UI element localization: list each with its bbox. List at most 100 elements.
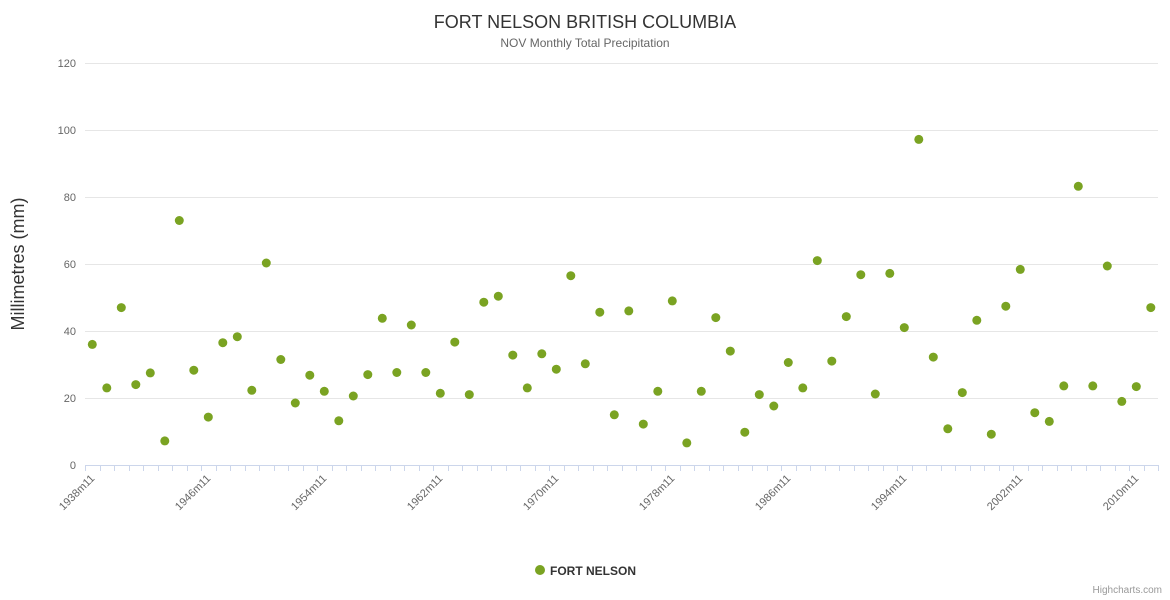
- data-point[interactable]: [145, 368, 155, 378]
- scatter-points: [87, 134, 1156, 448]
- data-point[interactable]: [392, 368, 402, 377]
- data-point[interactable]: [566, 271, 576, 281]
- x-axis-tick-label: 2002m11: [985, 473, 1025, 513]
- data-point[interactable]: [885, 268, 895, 278]
- data-point[interactable]: [290, 398, 300, 408]
- data-point[interactable]: [1059, 381, 1069, 391]
- data-point[interactable]: [972, 315, 982, 325]
- legend-marker-icon: [535, 565, 545, 575]
- data-point[interactable]: [725, 346, 735, 356]
- data-point[interactable]: [363, 370, 373, 380]
- data-point[interactable]: [899, 323, 909, 333]
- data-point[interactable]: [798, 383, 808, 393]
- data-point[interactable]: [160, 436, 170, 446]
- data-point[interactable]: [319, 386, 329, 396]
- x-axis-tick-label: 1946m11: [173, 473, 213, 513]
- data-point[interactable]: [928, 352, 938, 362]
- data-point[interactable]: [450, 337, 460, 347]
- data-point[interactable]: [1030, 408, 1040, 418]
- data-point[interactable]: [276, 355, 286, 364]
- data-point[interactable]: [870, 389, 880, 399]
- data-point[interactable]: [696, 386, 706, 396]
- data-point[interactable]: [537, 349, 547, 359]
- y-axis-tick-label: 20: [64, 393, 76, 405]
- data-point[interactable]: [653, 386, 663, 396]
- data-point[interactable]: [247, 385, 257, 395]
- data-point[interactable]: [1001, 301, 1011, 311]
- data-point[interactable]: [435, 388, 445, 398]
- data-point[interactable]: [1073, 181, 1083, 191]
- data-point[interactable]: [957, 388, 967, 398]
- data-point[interactable]: [102, 383, 112, 393]
- data-point[interactable]: [1015, 264, 1025, 274]
- data-point[interactable]: [783, 358, 793, 367]
- data-point[interactable]: [986, 429, 996, 439]
- x-axis-tick-label: 1962m11: [405, 473, 445, 513]
- x-axis-tick-label: 1978m11: [637, 473, 677, 513]
- data-point[interactable]: [740, 427, 750, 437]
- data-point[interactable]: [406, 320, 416, 330]
- data-point[interactable]: [595, 307, 605, 317]
- data-point[interactable]: [87, 339, 97, 349]
- data-point[interactable]: [551, 364, 561, 374]
- data-point[interactable]: [841, 312, 851, 322]
- data-point[interactable]: [609, 410, 619, 420]
- data-point[interactable]: [769, 401, 779, 411]
- data-point[interactable]: [232, 332, 242, 342]
- gridlines: [85, 63, 1158, 466]
- data-point[interactable]: [711, 313, 721, 323]
- data-point[interactable]: [508, 350, 518, 360]
- legend-item[interactable]: FORT NELSON: [535, 564, 636, 578]
- data-point[interactable]: [464, 390, 474, 400]
- data-point[interactable]: [682, 438, 692, 448]
- x-axis-tick-label: 1994m11: [869, 473, 909, 513]
- data-point[interactable]: [261, 258, 271, 268]
- data-point[interactable]: [812, 256, 822, 266]
- data-point[interactable]: [638, 419, 648, 429]
- data-point[interactable]: [348, 391, 358, 401]
- x-axis-tick-label: 1970m11: [521, 473, 561, 513]
- y-axis-title: Millimetres (mm): [8, 198, 28, 331]
- y-axis-tick-label: 40: [64, 326, 76, 338]
- data-point[interactable]: [624, 306, 634, 316]
- data-point[interactable]: [421, 368, 431, 377]
- data-point[interactable]: [203, 412, 213, 422]
- data-point[interactable]: [305, 370, 315, 380]
- data-point[interactable]: [522, 383, 532, 393]
- data-point[interactable]: [827, 356, 837, 366]
- data-point[interactable]: [1088, 381, 1098, 391]
- data-point[interactable]: [189, 365, 199, 375]
- data-point[interactable]: [754, 390, 764, 400]
- data-point[interactable]: [943, 424, 953, 434]
- data-point[interactable]: [218, 338, 228, 348]
- data-point[interactable]: [1146, 303, 1156, 313]
- data-point[interactable]: [1131, 382, 1141, 392]
- chart-subtitle: NOV Monthly Total Precipitation: [500, 36, 669, 50]
- chart-title: FORT NELSON BRITISH COLUMBIA: [434, 12, 736, 32]
- data-point[interactable]: [1044, 416, 1054, 426]
- y-axis-tick-label: 120: [58, 58, 76, 70]
- data-point[interactable]: [914, 134, 924, 144]
- data-point[interactable]: [377, 313, 387, 323]
- x-axis-tick-label: 1986m11: [753, 473, 793, 513]
- data-point[interactable]: [667, 296, 677, 306]
- data-point[interactable]: [479, 297, 489, 307]
- x-axis-labels: 1938m11 1946m11 1954m11 1962m11 1970m11 1978m…: [57, 473, 1141, 513]
- y-axis-labels: 0 20 40 60 80 100 120: [58, 58, 76, 472]
- data-point[interactable]: [334, 416, 344, 426]
- data-point[interactable]: [493, 291, 503, 301]
- data-point[interactable]: [116, 303, 126, 313]
- data-point[interactable]: [856, 270, 866, 280]
- data-point[interactable]: [1117, 396, 1127, 406]
- x-axis-tick-label: 2010m11: [1101, 473, 1141, 513]
- x-axis: [85, 465, 1159, 471]
- data-point[interactable]: [131, 380, 141, 390]
- credits-link[interactable]: Highcharts.com: [1093, 585, 1162, 596]
- y-axis-tick-label: 0: [70, 460, 76, 472]
- y-axis-tick-label: 60: [64, 259, 76, 271]
- data-point[interactable]: [580, 359, 590, 369]
- data-point[interactable]: [174, 216, 184, 225]
- data-point[interactable]: [1102, 261, 1112, 271]
